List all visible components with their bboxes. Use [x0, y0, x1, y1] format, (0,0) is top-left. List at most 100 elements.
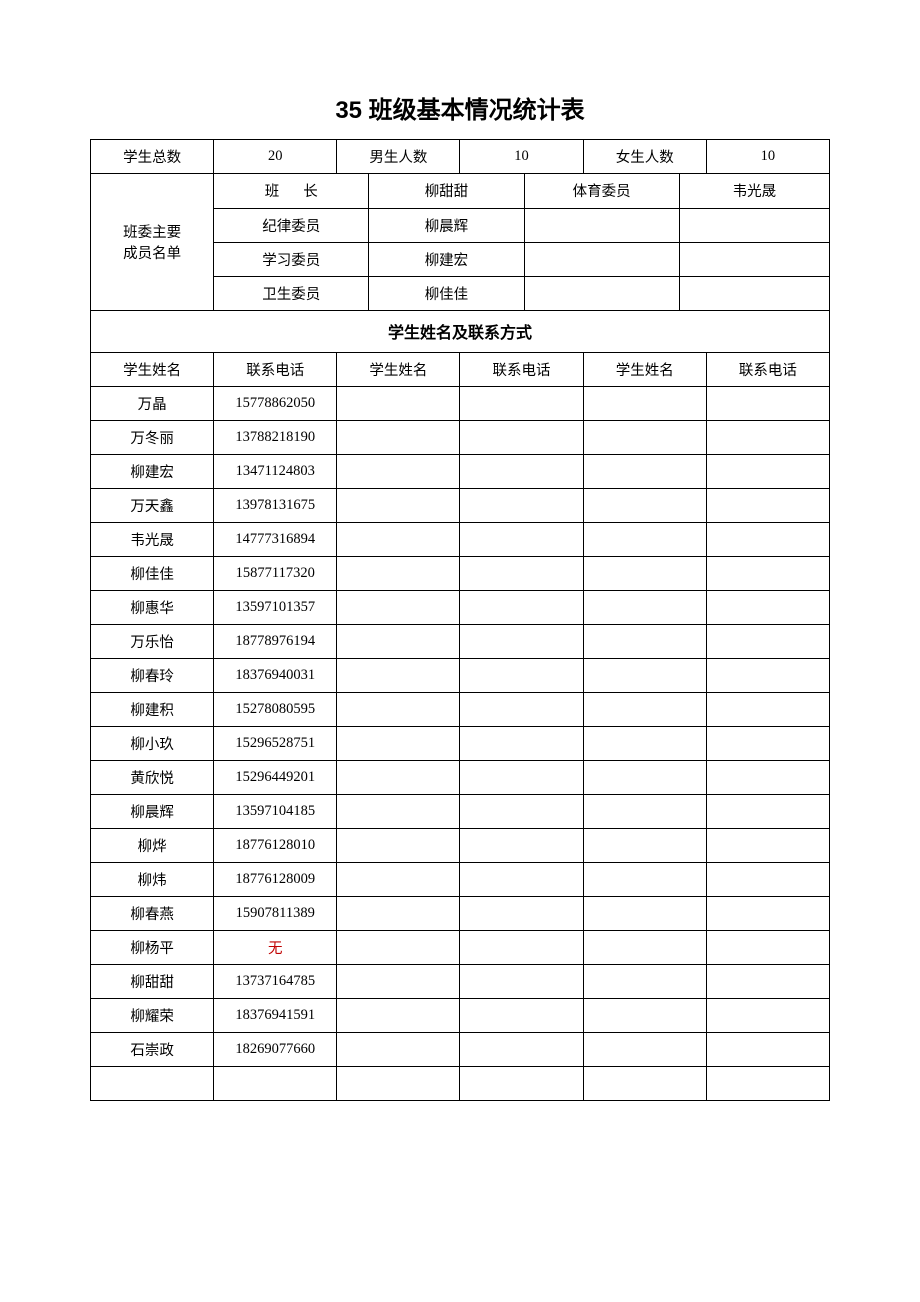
student-phone — [706, 1067, 829, 1101]
student-name — [583, 523, 706, 557]
student-phone — [460, 829, 583, 863]
student-name — [583, 897, 706, 931]
student-name: 万晶 — [91, 387, 214, 421]
committee-name: 柳甜甜 — [369, 174, 524, 208]
col-phone-2: 联系电话 — [460, 353, 583, 387]
student-name — [583, 863, 706, 897]
student-phone: 18776128010 — [214, 829, 337, 863]
student-phone — [460, 1067, 583, 1101]
student-phone: 15296528751 — [214, 727, 337, 761]
committee-name: 柳晨辉 — [369, 208, 524, 242]
student-name — [337, 795, 460, 829]
student-phone — [706, 625, 829, 659]
committee-role: 卫生委员 — [214, 276, 369, 310]
student-phone: 15296449201 — [214, 761, 337, 795]
student-name — [583, 591, 706, 625]
col-phone-3: 联系电话 — [706, 353, 829, 387]
student-phone — [706, 999, 829, 1033]
committee-table: 班委主要成员名单班长柳甜甜体育委员韦光晟纪律委员柳晨辉学习委员柳建宏卫生委员柳佳… — [90, 174, 830, 311]
committee-role — [524, 276, 679, 310]
student-phone — [460, 557, 583, 591]
student-phone — [706, 523, 829, 557]
student-name — [337, 931, 460, 965]
student-phone: 13471124803 — [214, 455, 337, 489]
contacts-table: 学生姓名及联系方式 学生姓名 联系电话 学生姓名 联系电话 学生姓名 联系电话 … — [90, 311, 830, 1102]
student-name — [583, 1067, 706, 1101]
student-phone — [460, 965, 583, 999]
student-phone: 13737164785 — [214, 965, 337, 999]
student-name: 柳春玲 — [91, 659, 214, 693]
student-phone — [706, 455, 829, 489]
student-phone — [706, 421, 829, 455]
student-phone — [706, 591, 829, 625]
student-name: 柳烨 — [91, 829, 214, 863]
student-name — [583, 999, 706, 1033]
committee-role: 体育委员 — [524, 174, 679, 208]
contacts-section-title: 学生姓名及联系方式 — [91, 311, 830, 353]
student-phone — [460, 387, 583, 421]
student-name — [583, 625, 706, 659]
student-phone: 13597104185 — [214, 795, 337, 829]
male-value: 10 — [460, 140, 583, 174]
student-name — [583, 421, 706, 455]
student-name — [337, 489, 460, 523]
student-name: 万乐怡 — [91, 625, 214, 659]
student-phone — [460, 693, 583, 727]
student-name: 柳惠华 — [91, 591, 214, 625]
student-name — [337, 557, 460, 591]
student-phone — [214, 1067, 337, 1101]
student-phone: 18776128009 — [214, 863, 337, 897]
student-phone: 15778862050 — [214, 387, 337, 421]
student-phone: 13788218190 — [214, 421, 337, 455]
committee-role — [524, 242, 679, 276]
total-label: 学生总数 — [91, 140, 214, 174]
student-phone: 无 — [214, 931, 337, 965]
student-phone — [706, 489, 829, 523]
student-name — [91, 1067, 214, 1101]
committee-name: 柳佳佳 — [369, 276, 524, 310]
student-name — [337, 693, 460, 727]
col-name-3: 学生姓名 — [583, 353, 706, 387]
student-name — [337, 897, 460, 931]
student-phone: 14777316894 — [214, 523, 337, 557]
student-name — [337, 659, 460, 693]
student-name: 黄欣悦 — [91, 761, 214, 795]
col-phone-1: 联系电话 — [214, 353, 337, 387]
student-name — [337, 965, 460, 999]
committee-role: 学习委员 — [214, 242, 369, 276]
total-value: 20 — [214, 140, 337, 174]
student-phone: 18778976194 — [214, 625, 337, 659]
student-name — [337, 591, 460, 625]
student-name — [337, 1033, 460, 1067]
student-name: 柳晨辉 — [91, 795, 214, 829]
student-phone: 13597101357 — [214, 591, 337, 625]
student-name: 柳春燕 — [91, 897, 214, 931]
student-name — [337, 727, 460, 761]
student-phone — [706, 727, 829, 761]
student-phone — [460, 659, 583, 693]
student-name: 万天鑫 — [91, 489, 214, 523]
student-name: 石崇政 — [91, 1033, 214, 1067]
student-name — [583, 965, 706, 999]
class-stats-table: 学生总数 20 男生人数 10 女生人数 10 — [90, 139, 830, 174]
student-phone — [460, 421, 583, 455]
student-phone — [706, 1033, 829, 1067]
student-phone — [460, 897, 583, 931]
committee-name — [679, 242, 829, 276]
committee-name — [679, 276, 829, 310]
male-label: 男生人数 — [337, 140, 460, 174]
student-name: 柳建宏 — [91, 455, 214, 489]
student-name — [583, 455, 706, 489]
student-name — [337, 625, 460, 659]
student-name — [337, 863, 460, 897]
student-phone — [460, 727, 583, 761]
student-phone — [706, 693, 829, 727]
student-name: 柳杨平 — [91, 931, 214, 965]
student-name: 柳佳佳 — [91, 557, 214, 591]
col-name-2: 学生姓名 — [337, 353, 460, 387]
student-phone — [460, 931, 583, 965]
committee-role: 班长 — [214, 174, 369, 208]
student-name — [337, 999, 460, 1033]
committee-label: 班委主要成员名单 — [91, 174, 214, 310]
committee-role — [524, 208, 679, 242]
